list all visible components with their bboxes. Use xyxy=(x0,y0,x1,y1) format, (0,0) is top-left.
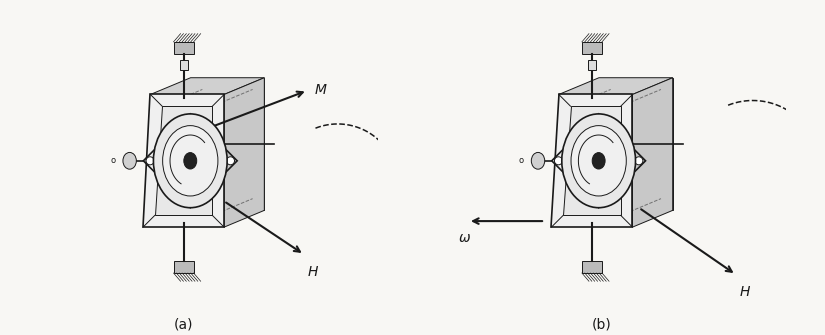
Polygon shape xyxy=(592,78,672,210)
Ellipse shape xyxy=(592,152,605,169)
Polygon shape xyxy=(150,78,264,94)
Polygon shape xyxy=(155,106,212,215)
Polygon shape xyxy=(633,78,672,227)
Ellipse shape xyxy=(184,152,196,169)
Circle shape xyxy=(554,157,563,165)
Circle shape xyxy=(161,157,167,164)
Text: H: H xyxy=(739,285,750,299)
Circle shape xyxy=(226,157,234,165)
Ellipse shape xyxy=(531,152,545,169)
Polygon shape xyxy=(559,78,672,94)
Polygon shape xyxy=(183,78,264,210)
Ellipse shape xyxy=(123,152,136,169)
Polygon shape xyxy=(224,78,264,227)
Circle shape xyxy=(146,157,154,165)
Polygon shape xyxy=(563,106,620,215)
Polygon shape xyxy=(588,60,596,70)
Polygon shape xyxy=(173,42,194,54)
Polygon shape xyxy=(551,94,633,227)
Text: H: H xyxy=(308,265,318,279)
Ellipse shape xyxy=(153,114,227,208)
Polygon shape xyxy=(180,60,187,70)
Ellipse shape xyxy=(562,114,635,208)
Text: ω: ω xyxy=(459,231,470,245)
Text: M: M xyxy=(314,83,326,97)
Circle shape xyxy=(608,157,615,164)
Polygon shape xyxy=(582,261,602,273)
Circle shape xyxy=(569,157,576,164)
Text: (b): (b) xyxy=(592,318,612,332)
Text: (a): (a) xyxy=(174,318,193,332)
Polygon shape xyxy=(143,94,224,227)
Polygon shape xyxy=(173,261,194,273)
Ellipse shape xyxy=(163,126,218,196)
Circle shape xyxy=(634,157,643,165)
Polygon shape xyxy=(582,42,602,54)
Text: o: o xyxy=(111,156,116,165)
Circle shape xyxy=(200,157,206,164)
Text: o: o xyxy=(519,156,524,165)
Ellipse shape xyxy=(571,126,626,196)
